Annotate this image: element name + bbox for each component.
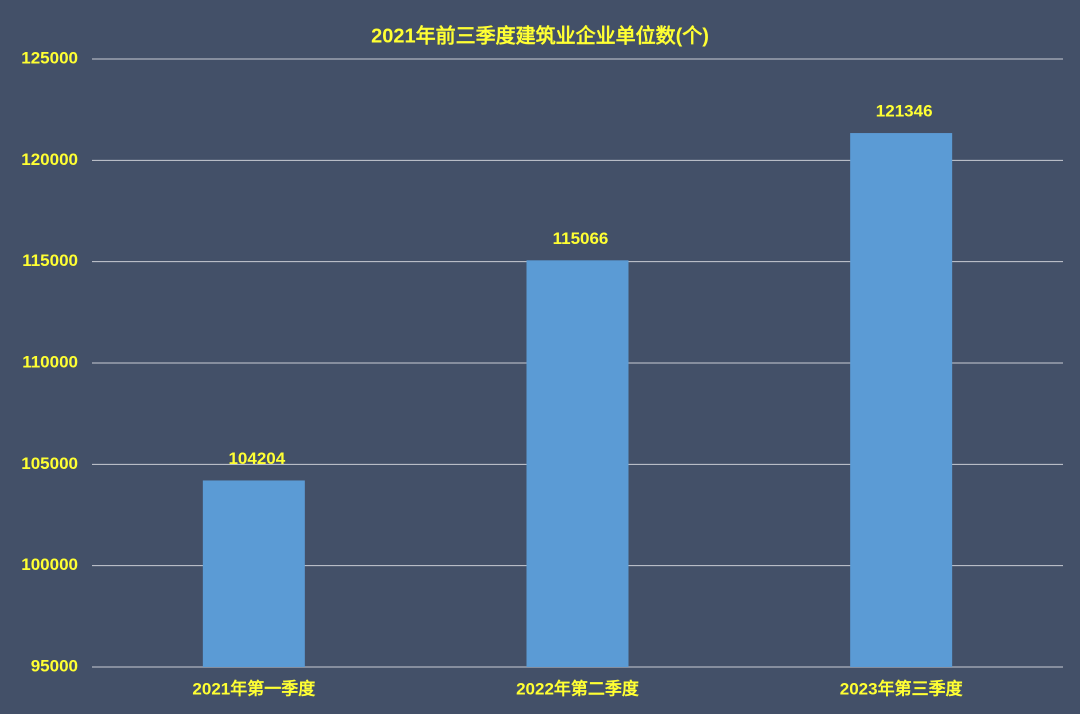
y-tick-label: 120000 — [21, 150, 78, 169]
y-tick-label: 100000 — [21, 555, 78, 574]
y-tick-label: 110000 — [22, 352, 78, 371]
y-tick-label: 105000 — [21, 454, 78, 473]
y-tick-label: 125000 — [21, 48, 78, 67]
bar — [202, 480, 305, 667]
x-tick-label: 2023年第三季度 — [840, 678, 964, 698]
bar — [850, 133, 953, 668]
x-tick-label: 2021年第一季度 — [192, 678, 316, 698]
bar — [526, 260, 629, 667]
y-tick-label: 95000 — [31, 656, 78, 675]
chart-title: 2021年前三季度建筑业企业单位数(个) — [371, 23, 709, 47]
value-label: 104204 — [228, 449, 285, 468]
y-tick-label: 115000 — [22, 251, 78, 270]
value-label: 121346 — [876, 102, 933, 121]
value-label: 115066 — [553, 229, 609, 248]
x-tick-label: 2022年第二季度 — [516, 678, 640, 698]
